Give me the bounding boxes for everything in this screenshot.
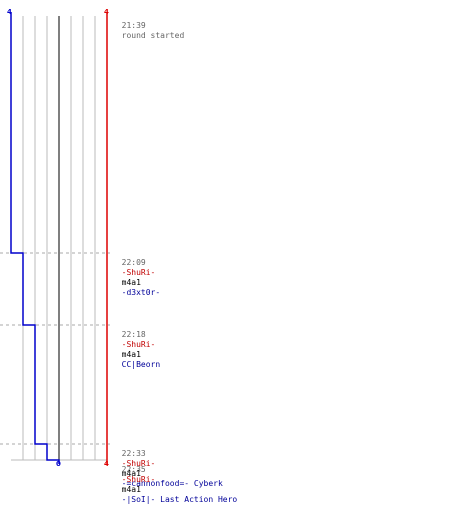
blue-score-end: 0 bbox=[56, 460, 61, 468]
event-weapon: m4a1 bbox=[121, 278, 141, 287]
blue-score-start: 4 bbox=[7, 8, 12, 16]
kill-event: 22:35 -ShuRi- m4a1 -|SoI|- Last Action H… bbox=[112, 455, 238, 505]
kill-event: 22:18 -ShuRi- m4a1 CC|Beorn bbox=[112, 320, 161, 370]
red-score-start: 4 bbox=[104, 8, 109, 16]
event-weapon: m4a1 bbox=[121, 350, 141, 359]
event-victim: -d3xt0r- bbox=[121, 288, 161, 297]
event-time: 22:33 bbox=[121, 449, 146, 458]
event-killer: -ShuRi- bbox=[121, 268, 156, 277]
round-start-time: 21:39 bbox=[121, 21, 146, 30]
event-weapon: m4a1 bbox=[121, 485, 141, 494]
event-killer: -ShuRi- bbox=[121, 340, 156, 349]
event-victim: CC|Beorn bbox=[121, 360, 161, 369]
event-weapon: m4a1 bbox=[121, 469, 141, 478]
event-time: 22:35 bbox=[121, 465, 146, 474]
kill-event: 22:33 -ShuRi- m4a1 -=cannonfood=- Cyberk bbox=[112, 439, 223, 489]
round-start-line: 21:39 round started bbox=[112, 11, 185, 41]
event-killer: -ShuRi- bbox=[121, 475, 156, 484]
event-time: 22:09 bbox=[121, 258, 146, 267]
round-start-text: round started bbox=[121, 31, 185, 40]
kill-event: 22:09 -ShuRi- m4a1 -d3xt0r- bbox=[112, 248, 161, 298]
event-time: 22:18 bbox=[121, 330, 146, 339]
event-killer: -ShuRi- bbox=[121, 459, 156, 468]
red-score-end: 4 bbox=[104, 460, 109, 468]
event-victim: -=cannonfood=- Cyberk bbox=[121, 479, 223, 488]
blue-team-line bbox=[10, 12, 60, 464]
